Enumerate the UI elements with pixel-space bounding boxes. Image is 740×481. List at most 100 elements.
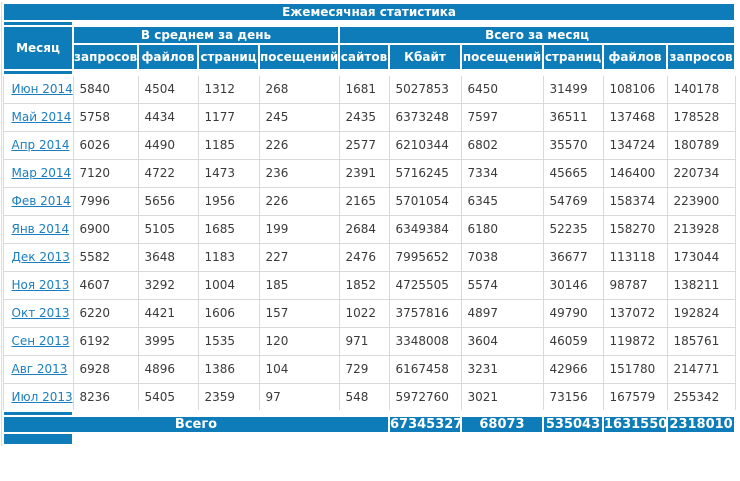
data-cell: 185	[258, 270, 340, 300]
month-link[interactable]: Июл 2013	[11, 389, 73, 404]
month-link[interactable]: Окт 2013	[11, 306, 70, 320]
month-column-strip	[2, 432, 74, 446]
data-cell: 137072	[602, 298, 668, 328]
data-cell: 104	[258, 354, 340, 384]
data-cell: 7996	[72, 186, 139, 216]
data-cell: 8236	[72, 382, 139, 412]
month-cell: Апр 2014	[2, 130, 74, 160]
data-cell: 2165	[338, 186, 390, 216]
total-value-cell: 67345327	[388, 415, 463, 434]
month-link[interactable]: Июн 2014	[11, 82, 73, 97]
data-cell: 2391	[338, 158, 390, 188]
column-header: страниц	[197, 43, 260, 71]
data-cell: 6180	[460, 214, 544, 244]
avg-group-header: В среднем за день	[72, 25, 340, 45]
data-cell: 140178	[666, 74, 736, 104]
data-cell: 157	[258, 298, 340, 328]
data-cell: 49790	[542, 298, 604, 328]
table-row: Ноя 2013 4607 3292 1004 185 1852 4725505 5574 30…	[2, 270, 736, 300]
data-cell: 3995	[137, 326, 199, 356]
data-cell: 42966	[542, 354, 604, 384]
monthly-stats-table: Ежемесячная статистика Месяц В среднем з…	[1, 2, 737, 446]
data-cell: 1473	[197, 158, 260, 188]
data-cell: 4421	[137, 298, 199, 328]
spacer-row-bottom	[2, 410, 737, 417]
month-link[interactable]: Мар 2014	[11, 166, 72, 180]
data-cell: 3231	[460, 354, 544, 384]
table-row: Дек 2013 5582 3648 1183 227 2476 7995652 7038 36…	[2, 242, 736, 272]
month-cell: Июн 2014	[2, 74, 74, 104]
month-link[interactable]: Авг 2013	[11, 362, 68, 376]
column-header-row: запросов файлов страниц посещений сайтов Кбай…	[3, 43, 737, 71]
data-cell: 5405	[137, 382, 199, 412]
month-cell: Янв 2014	[2, 214, 74, 244]
data-cell: 6928	[72, 354, 139, 384]
data-cell: 5840	[72, 74, 139, 104]
month-cell: Авг 2013	[2, 354, 74, 384]
table-row: Мар 2014 7120 4722 1473 236 2391 5716245 7334 45…	[2, 158, 736, 188]
data-cell: 548	[338, 382, 390, 412]
spacer-row-mid	[2, 69, 737, 76]
total-value-cell: 1631550	[602, 415, 668, 434]
data-cell: 1606	[197, 298, 260, 328]
month-link[interactable]: Янв 2014	[11, 222, 70, 236]
data-cell: 2684	[338, 214, 390, 244]
data-cell: 6026	[72, 130, 139, 160]
data-cell: 213928	[666, 214, 736, 244]
month-column-header: Месяц	[2, 25, 74, 71]
data-cell: 5027853	[388, 74, 462, 104]
data-cell: 137468	[602, 102, 668, 132]
column-header: запросов	[72, 43, 139, 71]
column-header: запросов	[665, 43, 737, 71]
data-cell: 97	[258, 382, 340, 412]
data-cell: 7120	[72, 158, 139, 188]
data-cell: 7334	[460, 158, 544, 188]
data-cell: 2359	[197, 382, 260, 412]
data-cell: 4897	[460, 298, 544, 328]
month-link[interactable]: Май 2014	[11, 110, 72, 124]
data-cell: 214771	[666, 354, 736, 384]
column-header: файлов	[137, 43, 199, 71]
data-cell: 1183	[197, 242, 260, 272]
data-cell: 236	[258, 158, 340, 188]
month-link[interactable]: Дек 2013	[11, 250, 70, 264]
data-cell: 113118	[602, 242, 668, 272]
data-cell: 52235	[542, 214, 604, 244]
month-link[interactable]: Апр 2014	[11, 138, 70, 152]
data-cell: 1681	[338, 74, 390, 104]
data-cell: 167579	[602, 382, 668, 412]
column-header: посещений	[460, 43, 544, 71]
data-cell: 46059	[542, 326, 604, 356]
table-row: Апр 2014 6026 4490 1185 226 2577 6210344 6802 35…	[2, 130, 736, 160]
data-cell: 1004	[197, 270, 260, 300]
table-row: Окт 2013 6220 4421 1606 157 1022 3757816 4897 49…	[2, 298, 736, 328]
data-cell: 4725505	[388, 270, 462, 300]
data-cell: 1956	[197, 186, 260, 216]
data-cell: 158270	[602, 214, 668, 244]
month-cell: Июл 2013	[2, 382, 74, 412]
column-header: сайтов	[338, 43, 390, 71]
month-link[interactable]: Фев 2014	[11, 194, 71, 208]
totals-row: Всего 67345327 68073 535043 1631550 2318010	[2, 415, 737, 434]
data-cell: 7995652	[388, 242, 462, 272]
total-value-cell: 2318010	[665, 415, 737, 434]
month-link[interactable]: Сен 2013	[11, 334, 70, 348]
data-cell: 6802	[460, 130, 544, 160]
data-cell: 2577	[338, 130, 390, 160]
data-cell: 3604	[460, 326, 544, 356]
data-cell: 2435	[338, 102, 390, 132]
month-column-strip	[2, 69, 74, 76]
month-link[interactable]: Ноя 2013	[11, 278, 70, 292]
title-row: Ежемесячная статистика	[1, 2, 737, 22]
data-cell: 3292	[137, 270, 199, 300]
column-header: файлов	[602, 43, 668, 71]
data-cell: 5972760	[388, 382, 462, 412]
data-cell: 6220	[72, 298, 139, 328]
data-cell: 134724	[602, 130, 668, 160]
month-cell: Ноя 2013	[2, 270, 74, 300]
data-cell: 31499	[542, 74, 604, 104]
data-cell: 1185	[197, 130, 260, 160]
data-cell: 6192	[72, 326, 139, 356]
data-cell: 4607	[72, 270, 139, 300]
data-cell: 120	[258, 326, 340, 356]
